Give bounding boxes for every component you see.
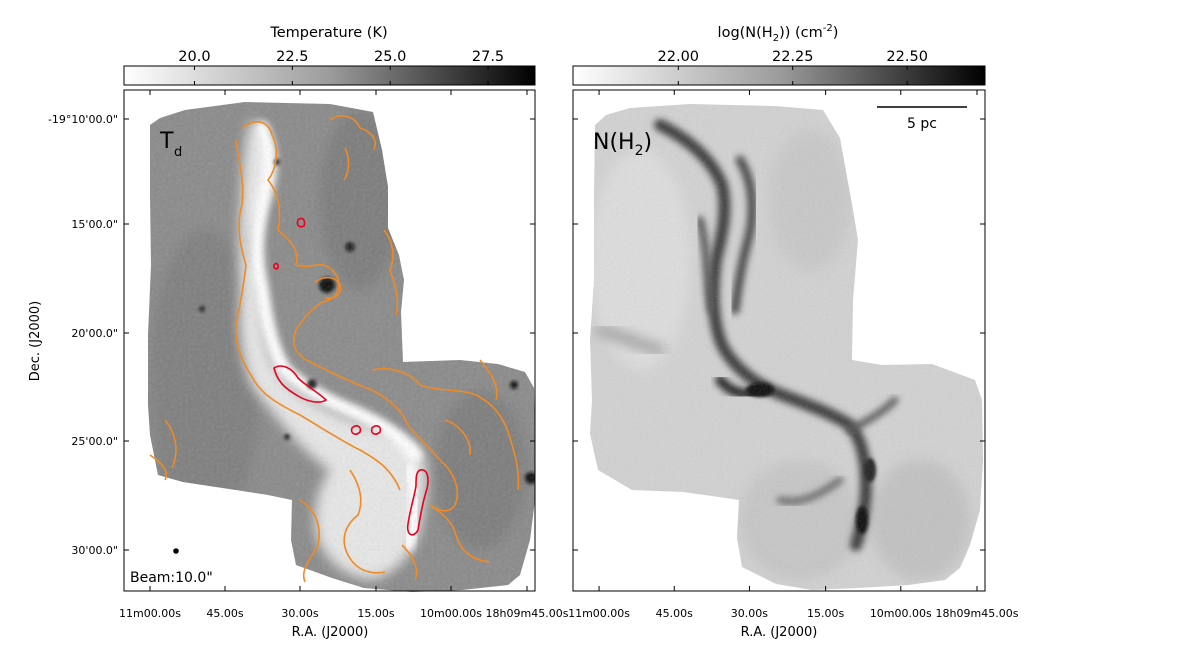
dec-tick-label: 15'00.0" [71,218,118,231]
ra-tick-label: 11m00.00s [568,607,630,620]
ra-tick-label: 10m00.00s [870,607,932,620]
colorbar-tick-label: 20.0 [178,49,210,65]
column-density-panel-label: N(H2) [593,130,652,159]
ra-tick-label: 45.00s [206,607,243,620]
panel-label-main: N(H [593,130,635,155]
cb-label-part1: log(N(H [718,25,773,41]
colorbar-tick-label: 22.25 [772,49,814,65]
colorbar-tick-label: 22.00 [658,49,700,65]
dec-tick-label: 30'00.0" [71,544,118,557]
cb-label-part2: )) (cm [779,25,823,41]
ra-tick-label: 30.00s [281,607,318,620]
temperature-colorbar-gradient [123,65,536,86]
ra-axis-title-left: R.A. (J2000) [292,625,369,640]
temperature-map-frame [123,89,536,592]
column-density-colorbar-gradient [572,65,986,86]
ra-tick-label: 11m00.00s [119,607,181,620]
temperature-axis-ticks [124,90,535,591]
column-density-map: N(H2) 5 pc [572,89,986,592]
colorbar-tick-label: 25.0 [374,49,406,65]
dec-tick-labels: -19°10'00.0" 15'00.0" 20'00.0" 25'00.0" 30'0… [48,113,118,557]
temperature-contours-orange [149,115,520,583]
temperature-colorbar-ticks: 20.0 22.5 25.0 27.5 [178,49,504,85]
ra-tick-labels-left: 11m00.00s 45.00s 30.00s 15.00s 10m00.00s 18h0… [119,607,569,620]
colorbar-tick-label: 27.5 [472,49,504,65]
column-density-panel: log(N(H2)) (cm-2) 22.00 22.25 22.50 [568,23,1019,640]
temperature-panel: Temperature (K) 20.0 22.5 25.0 27.5 [28,25,569,640]
panel-label-sub: 2 [635,143,644,159]
ra-tick-label: 18h09m45.00s [936,607,1019,620]
temperature-map: T d Beam:10.0" [123,89,536,592]
beam-marker [173,548,179,554]
ra-tick-label: 10m00.00s [420,607,482,620]
ra-tick-label: 18h09m45.00s [486,607,569,620]
cb-label-sub: 2 [773,33,779,44]
ra-tick-label: 15.00s [357,607,394,620]
cb-label-sup: -2 [823,23,833,34]
colorbar-tick-label: 22.50 [886,49,928,65]
temperature-contours-red [273,217,429,536]
dec-tick-label: -19°10'00.0" [48,113,118,126]
temperature-colorbar: Temperature (K) 20.0 22.5 25.0 27.5 [123,25,536,86]
column-density-colorbar: log(N(H2)) (cm-2) 22.00 22.25 22.50 [572,23,986,86]
panel-label-tail: ) [644,130,653,155]
ra-tick-label: 45.00s [656,607,693,620]
temperature-panel-label: T d [159,129,182,160]
colorbar-tick-label: 22.5 [276,49,308,65]
temperature-colorbar-label: Temperature (K) [269,25,387,41]
temperature-panel-label-main: T [159,129,174,154]
column-density-axis-ticks [573,90,985,591]
scale-bar-label: 5 pc [907,116,937,132]
ra-tick-label: 15.00s [807,607,844,620]
cb-label-part3: ) [833,25,839,41]
dec-tick-label: 25'00.0" [71,435,118,448]
column-density-map-frame [572,89,986,592]
beam-label: Beam:10.0" [130,570,213,586]
temperature-panel-label-sub: d [174,145,182,160]
column-density-colorbar-label: log(N(H2)) (cm-2) [718,23,839,44]
dec-axis-title: Dec. (J2000) [28,301,43,381]
ra-tick-label: 30.00s [731,607,768,620]
ra-axis-title-right: R.A. (J2000) [741,625,818,640]
ra-tick-labels-right: 11m00.00s 45.00s 30.00s 15.00s 10m00.00s 18h0… [568,607,1019,620]
dec-tick-label: 20'00.0" [71,327,118,340]
column-density-colorbar-ticks: 22.00 22.25 22.50 [658,49,928,85]
